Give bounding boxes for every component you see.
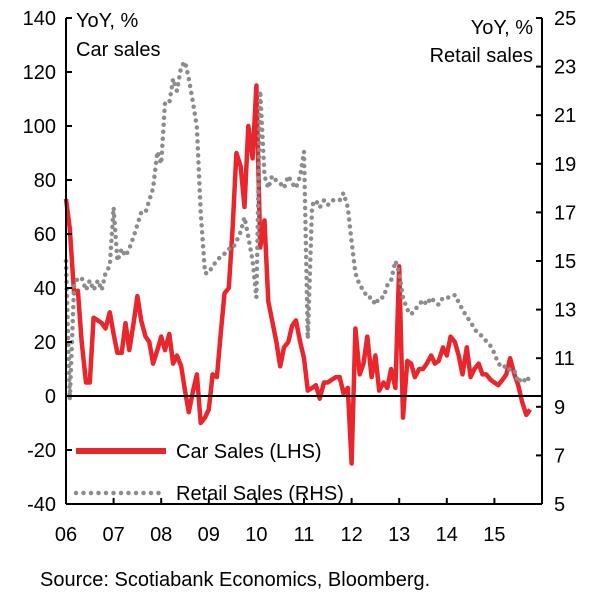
right-tick-label: 15 [554,251,576,273]
legend-car-label: Car Sales (LHS) [176,441,322,463]
left-tick-label: 60 [34,224,56,246]
right-tick-label: 23 [554,57,576,79]
x-tick-label: 08 [150,524,172,546]
x-tick-label: 09 [198,524,220,546]
x-tick-label: 06 [55,524,77,546]
left-tick-label: 0 [45,386,56,408]
left-tick-label: 140 [23,8,56,30]
left-tick-label: 80 [34,170,56,192]
x-tick-label: 15 [483,524,505,546]
axes: -40 -20 0 20 40 60 80 100 120 140 5 7 9 11 13 15 17 19 21 2… [23,8,577,546]
legend: Car Sales (LHS) Retail Sales (RHS) [73,441,344,505]
right-tick-label: 11 [554,348,575,370]
right-tick-label: 25 [554,8,576,30]
right-tick-label: 19 [554,154,576,176]
left-tick-label: 120 [23,62,56,84]
series-line-car-sales [63,83,532,466]
right-tick-label: 21 [554,105,576,127]
left-tick-label: 20 [34,332,56,354]
right-axis-title-line2: Retail sales [430,45,533,67]
series-line-retail-sales [63,59,533,402]
x-tick-label: 11 [294,524,315,546]
right-axis-title-line1: YoY, % [471,17,534,39]
left-tick-label: -40 [27,494,56,516]
right-tick-label: 9 [554,397,565,419]
x-tick-label: 10 [245,524,267,546]
right-tick-label: 5 [554,494,565,516]
left-axis-title-line1: YoY, % [76,10,139,32]
left-axis-title-line2: Car sales [76,39,160,61]
x-tick-label: 14 [436,524,458,546]
right-tick-label: 17 [554,202,576,224]
plot-area [63,59,533,466]
left-tick-label: 40 [34,278,56,300]
left-tick-label: 100 [23,116,56,138]
right-tick-label: 13 [554,300,576,322]
x-tick-label: 13 [388,524,410,546]
x-tick-label: 12 [340,524,362,546]
x-tick-label: 07 [102,524,124,546]
legend-retail-label: Retail Sales (RHS) [176,483,344,505]
left-tick-label: -20 [27,440,56,462]
source-note: Source: Scotiabank Economics, Bloomberg. [40,569,430,591]
right-tick-label: 7 [554,445,565,467]
